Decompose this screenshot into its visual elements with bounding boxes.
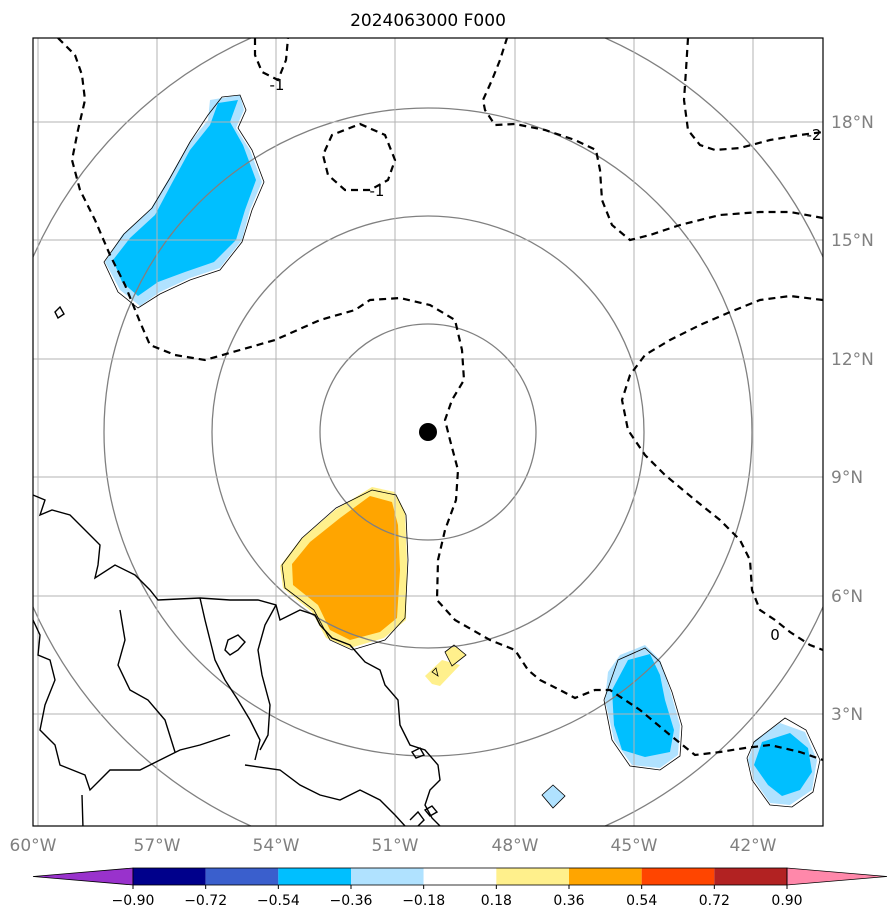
colorbar-segment bbox=[205, 868, 279, 885]
contour-label-top: -1 bbox=[270, 76, 285, 94]
colorbar-tick-label: 0.18 bbox=[481, 893, 512, 909]
lon-tick: 51°W bbox=[372, 836, 419, 856]
colorbar: −0.90 −0.72 −0.54 −0.36 −0.18 0.18 0.36 0.54 0.7… bbox=[32, 867, 888, 909]
range-rings bbox=[33, 38, 823, 826]
contour-label-ring: -1 bbox=[370, 182, 385, 200]
colorbar-tick-label: −0.54 bbox=[257, 893, 300, 909]
colorbar-segment bbox=[569, 868, 642, 885]
lon-tick-labels: 60°W 57°W 54°W 51°W 48°W 45°W 42°W bbox=[10, 836, 777, 856]
gridlines bbox=[33, 38, 823, 826]
shade-blue-nw bbox=[113, 100, 256, 296]
anomaly-shading bbox=[105, 95, 817, 808]
contour-ring bbox=[321, 122, 397, 192]
storm-center-marker bbox=[419, 423, 437, 441]
colorbar-tick-label: −0.18 bbox=[402, 893, 445, 909]
contour-label-ne: -2 bbox=[807, 126, 822, 144]
colorbar-segment bbox=[641, 868, 715, 885]
colorbar-segment bbox=[714, 868, 787, 885]
colorbar-segment bbox=[351, 868, 424, 885]
coastlines bbox=[33, 305, 441, 826]
colorbar-extend-high bbox=[786, 867, 888, 886]
lat-tick-labels: 18°N 15°N 12°N 9°N 6°N 3°N bbox=[831, 113, 874, 725]
lon-tick: 48°W bbox=[492, 836, 539, 856]
shade-yellow-small-2 bbox=[425, 660, 460, 686]
lon-tick: 57°W bbox=[134, 836, 181, 856]
colorbar-segment bbox=[278, 868, 351, 885]
colorbar-frame bbox=[132, 867, 788, 886]
colorbar-tick-label: 0.54 bbox=[626, 893, 657, 909]
contour-label-east: 0 bbox=[770, 626, 780, 644]
south-america-coast bbox=[33, 494, 441, 826]
shade-blue-se1 bbox=[612, 654, 674, 757]
lat-tick: 9°N bbox=[831, 468, 863, 488]
map-frame bbox=[32, 37, 824, 827]
contour-north bbox=[481, 38, 823, 242]
contour-labels: -1 -1 -2 0 bbox=[270, 76, 822, 644]
shade-outlines bbox=[103, 94, 821, 809]
lon-tick: 54°W bbox=[253, 836, 300, 856]
lat-tick: 18°N bbox=[831, 113, 874, 133]
shade-yellow-small-1 bbox=[445, 645, 466, 666]
lat-tick: 6°N bbox=[831, 587, 863, 607]
colorbar-extend-low bbox=[32, 867, 134, 886]
map-area: -1 -1 -2 0 bbox=[33, 38, 823, 826]
colorbar-tick-label: 0.36 bbox=[553, 893, 584, 909]
lat-tick: 3°N bbox=[831, 705, 863, 725]
lon-tick: 60°W bbox=[10, 836, 57, 856]
colorbar-tick-label: −0.72 bbox=[184, 893, 227, 909]
colorbar-segment bbox=[496, 868, 569, 885]
lat-tick: 15°N bbox=[831, 231, 874, 251]
lon-tick: 42°W bbox=[730, 836, 777, 856]
contour-west bbox=[57, 38, 823, 762]
colorbar-tick-label: −0.36 bbox=[330, 893, 373, 909]
dashed-contours bbox=[57, 38, 823, 762]
colorbar-tick-label: 0.72 bbox=[699, 893, 730, 909]
chart-title: 2024063000 F000 bbox=[350, 11, 506, 31]
shade-orange-center bbox=[292, 496, 400, 640]
lat-tick: 12°N bbox=[831, 350, 874, 370]
colorbar-tick-label: 0.90 bbox=[771, 893, 802, 909]
colorbar-segment bbox=[133, 868, 206, 885]
lon-tick: 45°W bbox=[611, 836, 658, 856]
colorbar-segment bbox=[423, 868, 497, 885]
shade-blue-se2 bbox=[754, 733, 812, 796]
contour-northeast bbox=[682, 38, 823, 152]
contour-east bbox=[620, 294, 823, 652]
colorbar-tick-label: −0.90 bbox=[112, 893, 155, 909]
contour-top bbox=[253, 38, 290, 82]
